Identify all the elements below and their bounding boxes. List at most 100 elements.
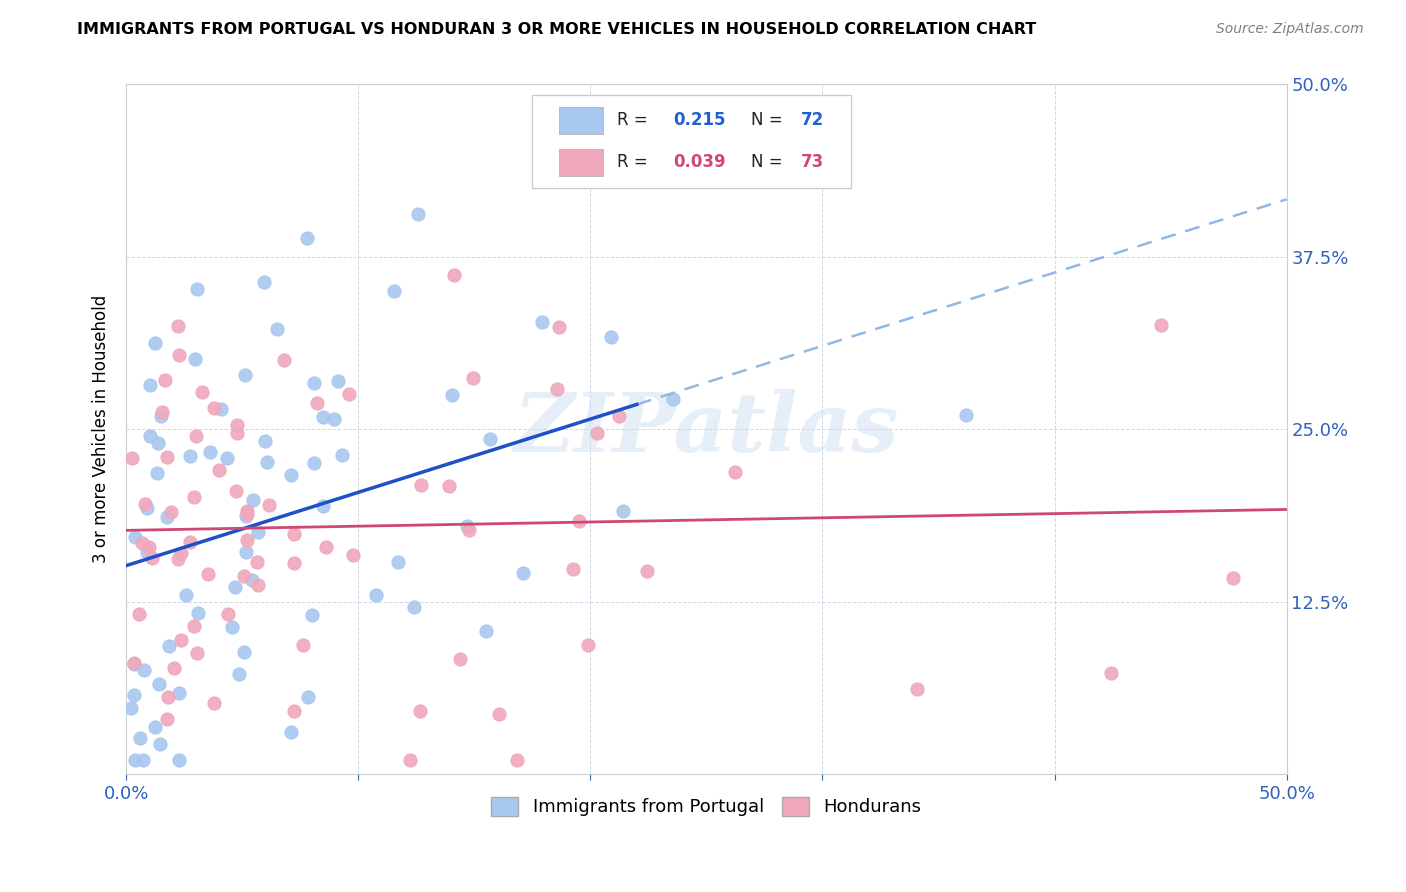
Point	[342, 548, 364, 562]
Point	[141, 550, 163, 565]
Point	[153, 373, 176, 387]
Point	[170, 633, 193, 648]
Point	[191, 385, 214, 400]
Point	[120, 700, 142, 714]
Point	[530, 315, 553, 329]
Text: IMMIGRANTS FROM PORTUGAL VS HONDURAN 3 OR MORE VEHICLES IN HOUSEHOLD CORRELATION: IMMIGRANTS FROM PORTUGAL VS HONDURAN 3 O…	[77, 22, 1036, 37]
Point	[135, 545, 157, 559]
Point	[132, 663, 155, 677]
Point	[179, 535, 201, 549]
Text: 0.215: 0.215	[673, 112, 725, 129]
Legend: Immigrants from Portugal, Hondurans: Immigrants from Portugal, Hondurans	[484, 790, 929, 823]
Point	[221, 620, 243, 634]
Point	[546, 382, 568, 396]
Point	[259, 498, 281, 512]
Point	[295, 231, 318, 245]
Point	[543, 113, 565, 128]
Point	[150, 405, 173, 419]
Point	[576, 638, 599, 652]
Point	[409, 478, 432, 492]
Point	[280, 468, 302, 483]
Point	[183, 618, 205, 632]
Point	[145, 720, 167, 734]
Text: N =: N =	[751, 153, 787, 171]
Point	[184, 429, 207, 443]
Point	[302, 456, 325, 470]
Point	[512, 566, 534, 581]
Point	[387, 555, 409, 569]
Point	[440, 388, 463, 402]
Point	[302, 376, 325, 391]
Point	[662, 392, 685, 407]
Point	[253, 275, 276, 289]
Point	[124, 656, 146, 670]
Point	[156, 509, 179, 524]
Point	[179, 449, 201, 463]
Point	[437, 479, 460, 493]
Point	[408, 704, 430, 718]
Point	[183, 490, 205, 504]
Point	[458, 523, 481, 537]
Point	[167, 753, 190, 767]
Text: 0.039: 0.039	[673, 153, 725, 171]
Point	[155, 712, 177, 726]
Point	[139, 429, 162, 443]
Point	[636, 564, 658, 578]
Point	[562, 562, 585, 576]
Point	[160, 505, 183, 519]
Point	[955, 409, 977, 423]
FancyBboxPatch shape	[560, 107, 603, 134]
Point	[134, 497, 156, 511]
Point	[149, 737, 172, 751]
Point	[312, 409, 335, 424]
Point	[149, 409, 172, 424]
Point	[240, 574, 263, 588]
Point	[568, 514, 591, 528]
Point	[233, 569, 256, 583]
Point	[506, 753, 529, 767]
Point	[246, 524, 269, 539]
Text: Source: ZipAtlas.com: Source: ZipAtlas.com	[1216, 22, 1364, 37]
Point	[129, 731, 152, 745]
Point	[283, 527, 305, 541]
Point	[136, 501, 159, 516]
Point	[256, 454, 278, 468]
Point	[406, 207, 429, 221]
Point	[156, 450, 179, 465]
Point	[208, 463, 231, 477]
Point	[337, 386, 360, 401]
Point	[202, 696, 225, 710]
Point	[139, 378, 162, 392]
Point	[463, 371, 485, 385]
Point	[242, 492, 264, 507]
Point	[122, 657, 145, 671]
Point	[224, 580, 246, 594]
Point	[132, 753, 155, 767]
Point	[280, 724, 302, 739]
Point	[235, 545, 257, 559]
Point	[404, 599, 426, 614]
Point	[366, 588, 388, 602]
Point	[1150, 318, 1173, 332]
Point	[449, 652, 471, 666]
Point	[323, 412, 346, 426]
Point	[443, 268, 465, 282]
Point	[215, 451, 238, 466]
Point	[124, 689, 146, 703]
Point	[209, 401, 232, 416]
Point	[292, 638, 315, 652]
Point	[138, 540, 160, 554]
Point	[167, 686, 190, 700]
Point	[170, 546, 193, 560]
Point	[474, 624, 496, 638]
Point	[456, 519, 478, 533]
Point	[157, 639, 180, 653]
Point	[186, 281, 208, 295]
Point	[163, 661, 186, 675]
Point	[612, 504, 634, 518]
Point	[1222, 571, 1244, 585]
Text: R =: R =	[617, 153, 654, 171]
Point	[186, 647, 208, 661]
FancyBboxPatch shape	[533, 95, 852, 188]
Point	[217, 607, 239, 621]
